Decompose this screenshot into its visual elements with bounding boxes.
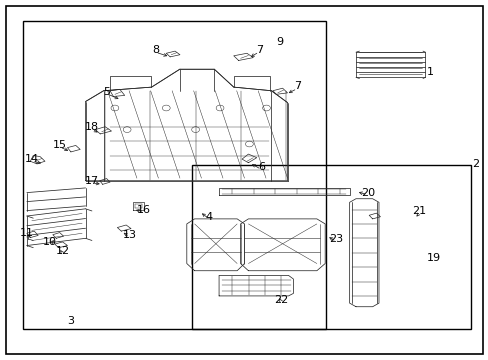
Text: 15: 15 xyxy=(53,140,66,150)
Bar xyxy=(191,165,470,329)
Text: 3: 3 xyxy=(67,316,74,326)
Text: 18: 18 xyxy=(85,122,99,132)
Text: 7: 7 xyxy=(293,81,300,91)
Text: 12: 12 xyxy=(56,246,69,256)
Text: 2: 2 xyxy=(471,159,478,169)
Text: 21: 21 xyxy=(412,206,426,216)
Text: 13: 13 xyxy=(122,230,136,240)
Text: 6: 6 xyxy=(258,162,264,172)
Text: 8: 8 xyxy=(152,45,159,55)
Text: 16: 16 xyxy=(137,204,151,215)
Text: 4: 4 xyxy=(205,212,212,222)
Text: 11: 11 xyxy=(20,228,34,238)
Text: 14: 14 xyxy=(25,154,39,164)
Text: 10: 10 xyxy=(43,237,57,247)
Text: 7: 7 xyxy=(255,45,262,55)
Bar xyxy=(23,21,325,329)
Text: 23: 23 xyxy=(329,234,343,244)
Text: 22: 22 xyxy=(273,294,288,305)
Text: 1: 1 xyxy=(426,67,433,77)
Text: 9: 9 xyxy=(276,37,283,48)
Text: 20: 20 xyxy=(360,188,374,198)
Text: 19: 19 xyxy=(427,253,440,264)
Text: 17: 17 xyxy=(85,176,99,186)
Text: 5: 5 xyxy=(103,87,110,97)
